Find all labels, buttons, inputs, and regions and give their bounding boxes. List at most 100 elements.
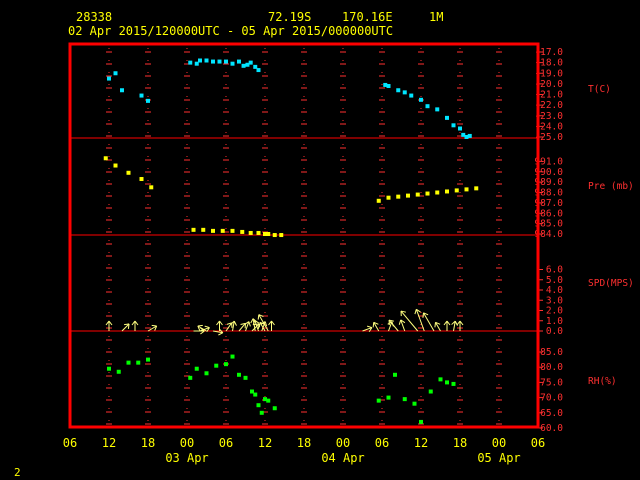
pres-point	[248, 230, 253, 235]
pres-point	[149, 185, 154, 190]
x-tick-label: 12	[414, 436, 428, 450]
wind-arrow-head	[400, 319, 406, 324]
rh-point	[393, 372, 397, 377]
x-tick-labels: 06 12 18 00 06 12 18 00 06 12 18 00 06 03 Apr 04 Apr 05…	[63, 436, 545, 465]
wind-arrow	[121, 323, 130, 332]
x-tick-label: 12	[102, 436, 116, 450]
panel-separators	[70, 137, 538, 332]
wind-arrow-head	[459, 320, 464, 326]
rh-point	[263, 397, 267, 402]
pres-point	[376, 198, 381, 203]
wind-arrow-head	[108, 320, 113, 326]
wind-arrow-head	[131, 320, 136, 326]
wind-arrow-shaft	[423, 312, 435, 332]
wind-arrow-shaft	[373, 322, 380, 332]
wind-arrow-head	[233, 320, 237, 326]
temp-point	[107, 76, 111, 81]
wind-arrow-head	[368, 327, 373, 333]
temp-point	[194, 61, 199, 66]
temp-point	[419, 97, 423, 102]
temp-point	[230, 61, 235, 66]
wind-arrow-shaft	[121, 323, 130, 332]
rh-point	[214, 363, 219, 368]
wind-arrow-head	[423, 312, 429, 316]
y-tick-label: 1.0	[546, 316, 563, 327]
pres-point	[464, 187, 469, 192]
wind-arrow	[197, 324, 207, 332]
wind-arrow	[199, 325, 210, 333]
wind-arrow-head	[372, 322, 375, 328]
wind-arrow-head	[366, 325, 373, 329]
rh-point	[412, 401, 417, 406]
wind-arrow-shaft	[400, 310, 419, 332]
pres-point	[386, 195, 391, 200]
grid	[106, 48, 502, 425]
wind-arrow-head	[216, 320, 220, 326]
x-tick-label: 06	[63, 436, 77, 450]
pres-point	[240, 229, 245, 234]
temp-point	[445, 115, 449, 120]
wind-arrow-shaft	[415, 309, 425, 332]
rh-point	[272, 406, 277, 411]
wind-arrow-head	[257, 314, 260, 320]
wind-arrow	[400, 310, 419, 332]
wind-arrow	[451, 320, 458, 332]
wind-arrow-head	[124, 323, 130, 326]
wind-arrow-shaft	[245, 321, 250, 332]
y-tick-label: 80.0	[540, 362, 563, 373]
temp-point	[425, 104, 430, 109]
wind-arrow-shaft	[388, 319, 399, 332]
date-label: 03 Apr	[165, 451, 208, 465]
x-tick-label: 00	[492, 436, 506, 450]
wind-arrow-shaft	[232, 321, 235, 332]
wind-arrow-head	[134, 320, 139, 326]
pres-point	[220, 228, 225, 233]
wind-arrow	[456, 320, 464, 331]
y-tick-label: 2.0	[546, 306, 563, 317]
wind-arrow-head	[435, 321, 441, 325]
pres-point	[435, 190, 440, 195]
wind-arrow-head	[446, 320, 451, 326]
latitude: 72.19S	[268, 10, 311, 24]
y-tick-label: -23.0	[534, 111, 563, 122]
chart-header: 28338 72.19S 170.16E 1M 02 Apr 2015/1200…	[68, 10, 443, 38]
temp-point	[458, 126, 462, 131]
y-tick-label: 991.0	[534, 156, 563, 167]
y-tick-label: 65.0	[540, 408, 563, 419]
x-tick-label: 18	[297, 436, 311, 450]
y-tick-label: -25.0	[534, 132, 563, 143]
rh-panel-label: RH(%)	[588, 376, 617, 387]
x-tick-label: 06	[219, 436, 233, 450]
temp-point	[451, 123, 456, 128]
wind-arrow-shaft	[259, 322, 266, 332]
wind-arrow-head	[271, 320, 275, 326]
wind-arrow-head	[388, 319, 395, 322]
wind-arrow-head	[373, 321, 379, 325]
wind-arrow-head	[226, 322, 232, 325]
pres-point	[263, 232, 267, 236]
y-tick-labels: -17.0-18.0-19.0-20.0-21.0-22.0-23.0-24.0…	[534, 47, 633, 434]
wind-arrow	[230, 320, 237, 332]
rh-point	[428, 389, 433, 394]
wind-arrow-head	[200, 330, 205, 335]
rh-point	[243, 375, 248, 380]
pres-point	[425, 191, 430, 196]
wind-arrow-shaft	[258, 314, 269, 332]
pres-point	[139, 177, 144, 182]
y-tick-label: 85.0	[540, 347, 563, 358]
pres-point	[406, 193, 410, 198]
pres-point	[230, 228, 235, 233]
temp-point	[248, 60, 253, 65]
pres-point	[474, 186, 479, 191]
wind-arrow-head	[200, 327, 205, 332]
wind-arrow-shaft	[199, 327, 210, 332]
rh-point	[250, 389, 254, 394]
page-number: 2	[14, 466, 21, 479]
y-tick-label: -21.0	[534, 90, 563, 101]
pres-point	[396, 194, 401, 199]
y-tick-label: 6.0	[546, 265, 563, 276]
wind-arrow-head	[219, 320, 223, 326]
y-tick-label: -22.0	[534, 100, 563, 111]
temp-point	[383, 82, 388, 87]
